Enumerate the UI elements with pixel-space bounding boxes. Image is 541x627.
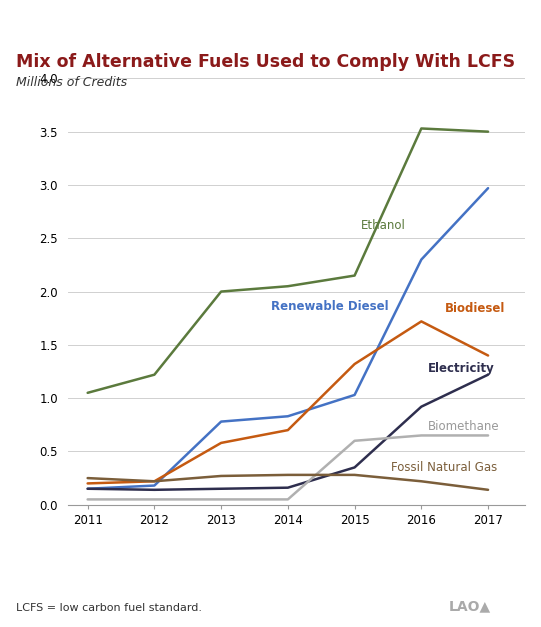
Text: Biodiesel: Biodiesel xyxy=(445,302,505,315)
Text: Millions of Credits: Millions of Credits xyxy=(16,76,127,90)
Text: Renewable Diesel: Renewable Diesel xyxy=(271,300,389,313)
Text: Biomethane: Biomethane xyxy=(428,421,500,433)
Text: Fossil Natural Gas: Fossil Natural Gas xyxy=(391,461,498,474)
Text: LAO▲: LAO▲ xyxy=(449,599,491,613)
Text: LCFS = low carbon fuel standard.: LCFS = low carbon fuel standard. xyxy=(16,603,202,613)
Text: Figure 19: Figure 19 xyxy=(17,14,88,27)
Text: Electricity: Electricity xyxy=(428,362,495,375)
Text: Ethanol: Ethanol xyxy=(361,219,406,232)
Text: Mix of Alternative Fuels Used to Comply With LCFS: Mix of Alternative Fuels Used to Comply … xyxy=(16,53,516,71)
